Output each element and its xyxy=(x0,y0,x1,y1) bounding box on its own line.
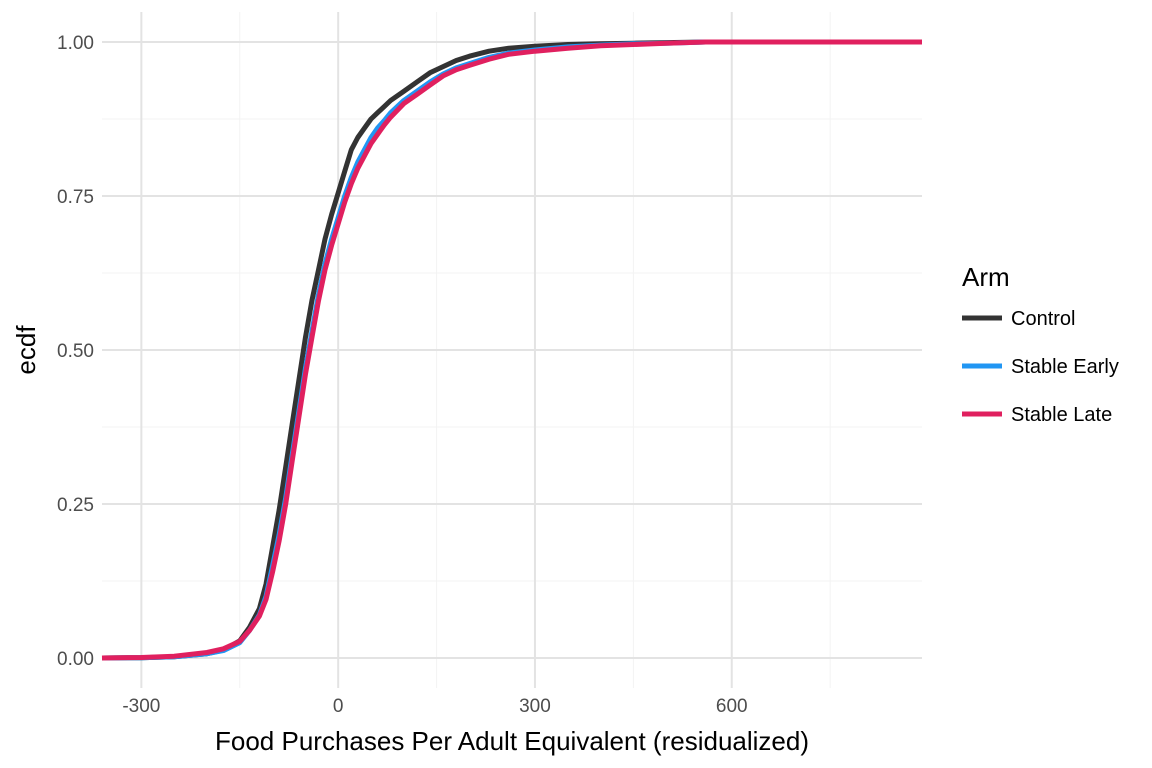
y-tick-label: 0.75 xyxy=(57,187,94,208)
x-tick-label: 300 xyxy=(519,696,551,717)
x-tick-label: 600 xyxy=(716,696,748,717)
legend-label-control: Control xyxy=(1011,308,1075,330)
x-tick-label: 0 xyxy=(333,696,344,717)
y-axis-ticks: 0.00 0.25 0.50 0.75 1.00 xyxy=(57,33,94,670)
major-gridlines xyxy=(102,12,922,688)
minor-gridlines xyxy=(102,12,922,688)
y-tick-label: 0.50 xyxy=(57,341,94,362)
x-axis-title: Food Purchases Per Adult Equivalent (res… xyxy=(215,726,809,756)
y-tick-label: 0.00 xyxy=(57,649,94,670)
legend: Arm Control Stable Early Stable Late xyxy=(962,262,1119,426)
y-tick-label: 0.25 xyxy=(57,495,94,516)
x-axis-ticks: -300 0 300 600 xyxy=(122,696,747,717)
legend-label-stable-early: Stable Early xyxy=(1011,356,1119,378)
legend-title: Arm xyxy=(962,262,1010,292)
y-axis-title: ecdf xyxy=(11,325,41,375)
x-tick-label: -300 xyxy=(122,696,160,717)
series-line-stable-late xyxy=(101,39,922,661)
legend-label-stable-late: Stable Late xyxy=(1011,404,1112,426)
legend-items: Control Stable Early Stable Late xyxy=(962,308,1119,426)
y-tick-label: 1.00 xyxy=(57,33,94,54)
series-lines xyxy=(101,39,922,661)
